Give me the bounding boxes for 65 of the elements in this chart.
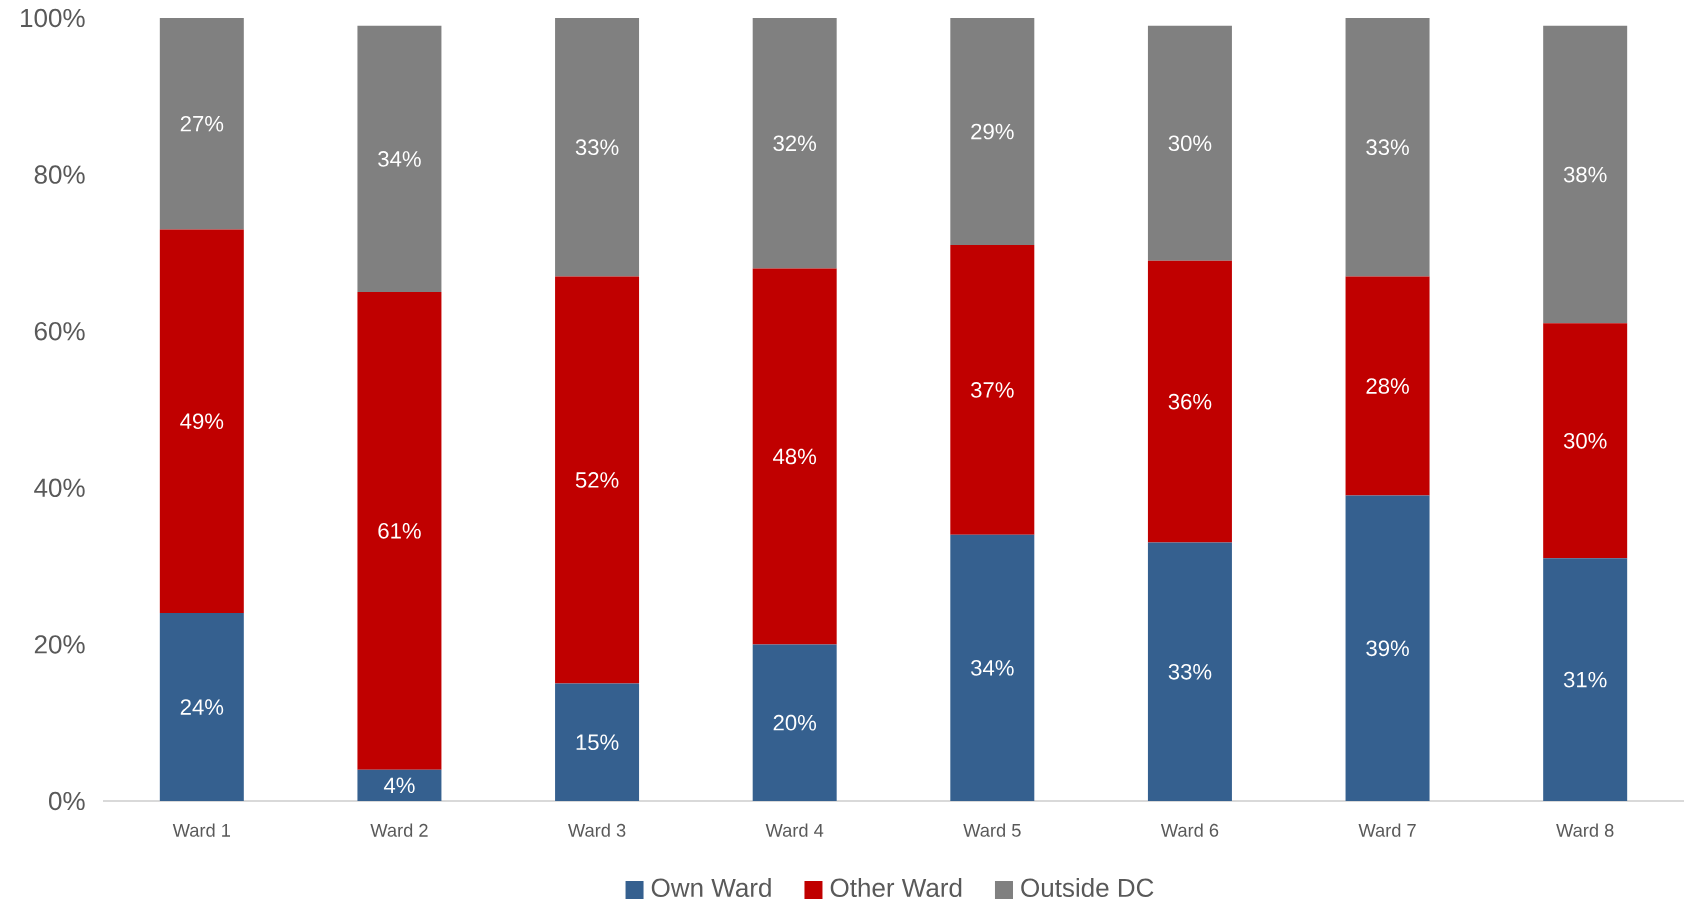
data-label: 33% (1168, 663, 1212, 680)
bar (950, 18, 1035, 246)
bar (1345, 18, 1430, 277)
bar (555, 683, 640, 801)
data-label: 24% (180, 699, 224, 715)
data-label: 28% (1366, 378, 1409, 394)
data-label: 33% (1366, 139, 1409, 156)
data-label: 32% (773, 135, 817, 152)
data-label: 34% (970, 660, 1014, 676)
legend-label: Own Ward (651, 877, 771, 898)
y-tick-label: 20% (34, 635, 85, 654)
bar (752, 268, 837, 645)
data-label: 36% (1168, 393, 1212, 410)
bar (357, 769, 442, 801)
legend-label: Other Ward (830, 877, 962, 898)
data-label: 34% (378, 151, 421, 167)
data-label: 29% (971, 123, 1014, 140)
bar (159, 18, 244, 230)
bar (1345, 276, 1430, 496)
x-tick-label: Ward 7 (1358, 823, 1416, 837)
y-tick-label: 40% (34, 478, 85, 498)
data-label: 39% (1366, 640, 1409, 657)
x-tick-label: Ward 1 (172, 823, 231, 837)
y-tick-label: 60% (34, 321, 85, 341)
bar (555, 276, 640, 684)
bar (752, 18, 837, 269)
data-label: 31% (1563, 671, 1607, 688)
legend-label: Outside DC (1021, 877, 1154, 898)
data-label: 38% (1563, 166, 1607, 183)
y-tick-label: 100% (21, 8, 85, 28)
data-label: 61% (378, 523, 421, 539)
data-label: 30% (1563, 432, 1607, 449)
x-tick-label: Ward 8 (1556, 823, 1614, 837)
bar (1543, 558, 1628, 801)
bar (1147, 25, 1232, 261)
data-label: 37% (970, 382, 1014, 398)
data-label: 15% (576, 734, 619, 751)
data-label: 30% (1168, 135, 1212, 152)
y-tick-label: 80% (34, 165, 85, 184)
data-label: 48% (773, 448, 817, 465)
bar (1543, 25, 1628, 324)
bar (950, 245, 1035, 535)
bar (1345, 495, 1430, 801)
x-tick-label: Ward 4 (765, 823, 824, 837)
bar (357, 25, 442, 293)
data-label: 49% (180, 413, 224, 430)
bar (357, 292, 442, 770)
bar (1147, 260, 1232, 543)
bar (752, 644, 837, 801)
data-label: 4% (383, 777, 415, 794)
data-label: 27% (180, 115, 224, 132)
x-tick-label: Ward 6 (1160, 823, 1219, 837)
data-label: 52% (575, 472, 619, 488)
bar (159, 613, 244, 801)
y-tick-label: 0% (48, 791, 85, 811)
x-tick-label: Ward 5 (963, 823, 1021, 837)
x-tick-label: Ward 3 (568, 823, 626, 837)
bar (1147, 542, 1232, 801)
data-label: 20% (773, 714, 817, 731)
bar (159, 229, 244, 614)
bar (950, 534, 1035, 801)
bar (555, 18, 640, 277)
bar (1543, 323, 1628, 559)
x-tick-label: Ward 2 (370, 823, 428, 837)
data-label: 33% (575, 139, 619, 156)
